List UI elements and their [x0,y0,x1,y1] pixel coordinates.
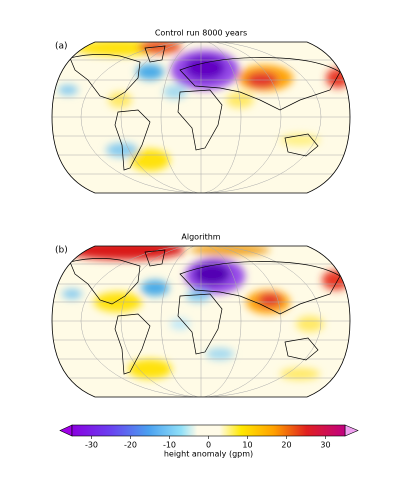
coastline [114,313,151,375]
anomaly-blob [108,92,132,108]
colorbar-extend-min [59,424,73,437]
coastline [114,109,151,171]
panel-title: Control run 8000 years [155,29,247,38]
coastline [69,258,141,305]
graticule-meridian [160,42,242,193]
coastline [177,89,223,151]
colorbar [71,424,346,437]
anomaly-blob [58,85,78,95]
anomaly-blob [258,293,282,307]
map-border [51,41,351,194]
anomaly-blob [130,149,170,171]
colorbar-tick-label: -30 [85,441,98,450]
colorbar-tick-label: 20 [281,441,291,450]
colorbar-tick-label: 30 [320,441,330,450]
anomaly-blob [170,318,190,330]
graticule-meridian [80,42,322,193]
graticule-meridian [120,246,282,397]
anomaly-blob [106,143,138,157]
anomaly-blob [185,56,225,80]
anomaly-blob [62,289,82,299]
coastline [69,54,141,101]
anomaly-blob [136,64,164,80]
map-panel: Control run 8000 years (a) [51,29,351,194]
map-border [51,245,351,398]
colorbar-label: height anomaly (gpm) [164,450,253,459]
anomaly-blob [296,316,324,332]
colorbar-tick-label: -10 [163,441,176,450]
anomaly-blob [194,263,230,285]
anomaly-blob [280,368,320,380]
coastline [144,249,166,267]
anomaly-blob [65,246,185,260]
anomaly-field [52,246,350,397]
coastline [179,57,341,111]
graticule-meridian [120,42,282,193]
anomaly-blob [163,85,187,99]
coastline [144,45,166,63]
panel-title: Algorithm [181,233,220,242]
coastline [284,337,319,361]
anomaly-blob [186,290,210,302]
anomaly-blob [206,348,234,360]
anomaly-blob [322,270,350,290]
coastline [179,261,341,315]
colorbar-tick-label: 10 [242,441,252,450]
colorbar-tick-label: -20 [124,441,137,450]
colorbar-tick-label: 0 [206,441,211,450]
coastline [177,293,223,355]
anomaly-blob [128,359,172,379]
map-panel: Algorithm (b) [51,233,351,398]
coastline [284,133,319,157]
graticule-meridian [80,246,322,397]
panel-label: (a) [55,42,68,52]
panel-label: (b) [55,246,68,256]
colorbar-extend-max [344,424,359,437]
graticule-meridian [160,246,242,397]
